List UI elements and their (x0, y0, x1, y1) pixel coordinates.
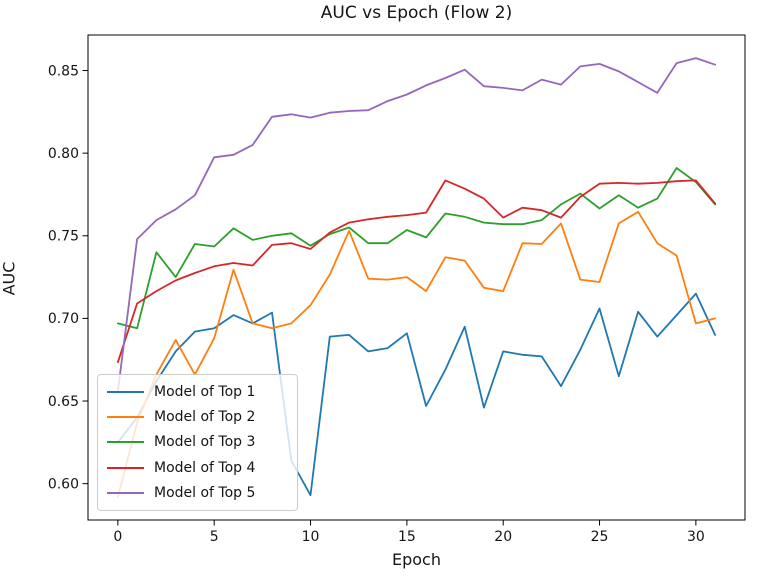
legend-entry-label: Model of Top 4 (154, 459, 256, 476)
chart-title: AUC vs Epoch (Flow 2) (320, 3, 513, 23)
legend-entry: Model of Top 4 (107, 455, 297, 480)
legend-entry: Model of Top 1 (107, 379, 297, 404)
series-line-model-of-top-5 (117, 57, 716, 393)
legend-entry-label: Model of Top 5 (154, 485, 256, 502)
x-tick-label: 25 (591, 529, 609, 545)
y-tick-label: 0.70 (48, 311, 79, 327)
legend-line-sample (107, 492, 144, 495)
legend-line-sample (107, 466, 144, 469)
x-tick-label: 15 (398, 529, 416, 545)
legend-line-sample (107, 416, 144, 419)
axes-frame (87, 34, 746, 521)
legend-entry: Model of Top 2 (107, 405, 297, 430)
series-line-model-of-top-4 (117, 179, 716, 364)
y-tick-label: 0.85 (48, 63, 79, 79)
legend-entry: Model of Top 3 (107, 430, 297, 455)
x-tick-label: 0 (113, 529, 122, 545)
y-axis-label: AUC (0, 261, 19, 296)
legend-line-sample (107, 390, 144, 393)
series-line-model-of-top-3 (117, 167, 716, 330)
x-tick-label: 10 (302, 529, 320, 545)
legend-entry-label: Model of Top 2 (154, 409, 256, 426)
x-tick-label: 5 (210, 529, 219, 545)
y-tick-label: 0.60 (48, 476, 79, 492)
y-tick-label: 0.80 (48, 146, 79, 162)
legend-entry-label: Model of Top 1 (154, 383, 256, 400)
x-tick-label: 20 (494, 529, 512, 545)
legend-line-sample (107, 441, 144, 444)
legend-entry: Model of Top 5 (107, 481, 297, 506)
legend: Model of Top 1 Model of Top 2 Model of T… (97, 374, 298, 511)
y-tick-label: 0.75 (48, 229, 79, 245)
x-tick-label: 30 (687, 529, 705, 545)
legend-entry-label: Model of Top 3 (154, 434, 256, 451)
x-axis-label: Epoch (392, 550, 441, 569)
series-line-model-of-top-2 (117, 210, 716, 498)
y-tick-label: 0.65 (48, 394, 79, 410)
